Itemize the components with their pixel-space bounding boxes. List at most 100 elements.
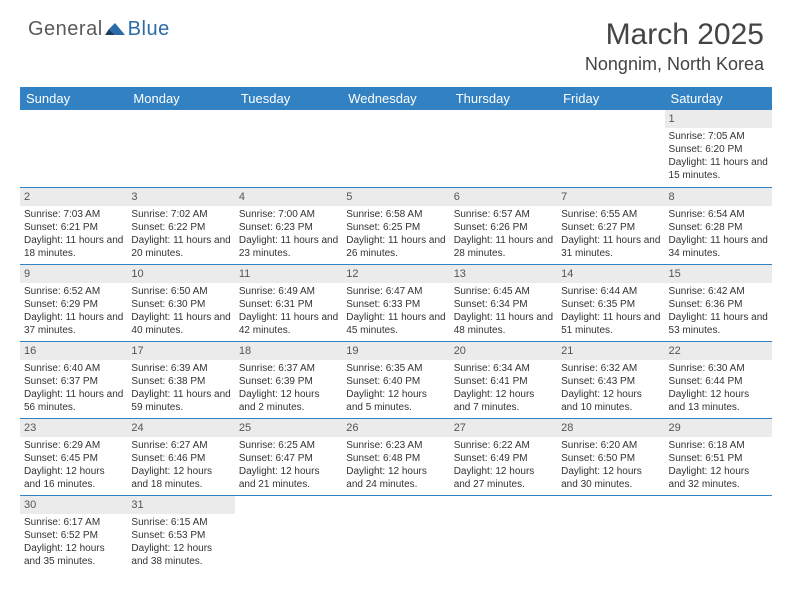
calendar-cell: 24Sunrise: 6:27 AMSunset: 6:46 PMDayligh… (127, 418, 234, 495)
calendar-table: Sunday Monday Tuesday Wednesday Thursday… (20, 87, 772, 572)
sunrise-text: Sunrise: 6:34 AM (454, 362, 553, 375)
day-number: 15 (665, 265, 772, 283)
calendar-cell: 7Sunrise: 6:55 AMSunset: 6:27 PMDaylight… (557, 187, 664, 264)
sunrise-text: Sunrise: 6:15 AM (131, 516, 230, 529)
sunrise-text: Sunrise: 6:54 AM (669, 208, 768, 221)
sunrise-text: Sunrise: 6:55 AM (561, 208, 660, 221)
day-details: Sunrise: 6:17 AMSunset: 6:52 PMDaylight:… (20, 514, 127, 570)
day-details: Sunrise: 6:20 AMSunset: 6:50 PMDaylight:… (557, 437, 664, 493)
sunrise-text: Sunrise: 7:05 AM (669, 130, 768, 143)
sunrise-text: Sunrise: 6:17 AM (24, 516, 123, 529)
logo-text-gray: General (28, 18, 103, 41)
day-number: 3 (127, 188, 234, 206)
sunset-text: Sunset: 6:27 PM (561, 221, 660, 234)
logo-text-blue: Blue (128, 18, 170, 41)
day-details: Sunrise: 6:25 AMSunset: 6:47 PMDaylight:… (235, 437, 342, 493)
calendar-cell: 17Sunrise: 6:39 AMSunset: 6:38 PMDayligh… (127, 341, 234, 418)
day-number: 31 (127, 496, 234, 514)
calendar-cell (127, 110, 234, 187)
sunrise-text: Sunrise: 6:27 AM (131, 439, 230, 452)
day-details: Sunrise: 6:29 AMSunset: 6:45 PMDaylight:… (20, 437, 127, 493)
day-number: 9 (20, 265, 127, 283)
daylight-text: Daylight: 11 hours and 56 minutes. (24, 388, 123, 414)
day-details: Sunrise: 7:02 AMSunset: 6:22 PMDaylight:… (127, 206, 234, 262)
calendar-cell (450, 110, 557, 187)
daylight-text: Daylight: 11 hours and 48 minutes. (454, 311, 553, 337)
daylight-text: Daylight: 11 hours and 53 minutes. (669, 311, 768, 337)
title-block: March 2025 Nongnim, North Korea (585, 18, 764, 75)
sunset-text: Sunset: 6:44 PM (669, 375, 768, 388)
calendar-cell: 6Sunrise: 6:57 AMSunset: 6:26 PMDaylight… (450, 187, 557, 264)
calendar-cell: 23Sunrise: 6:29 AMSunset: 6:45 PMDayligh… (20, 418, 127, 495)
day-details: Sunrise: 6:18 AMSunset: 6:51 PMDaylight:… (665, 437, 772, 493)
day-number: 16 (20, 342, 127, 360)
sunrise-text: Sunrise: 7:03 AM (24, 208, 123, 221)
weekday-header: Thursday (450, 87, 557, 110)
daylight-text: Daylight: 12 hours and 10 minutes. (561, 388, 660, 414)
day-number: 12 (342, 265, 449, 283)
sunset-text: Sunset: 6:34 PM (454, 298, 553, 311)
sunrise-text: Sunrise: 6:23 AM (346, 439, 445, 452)
sunset-text: Sunset: 6:29 PM (24, 298, 123, 311)
weekday-header: Sunday (20, 87, 127, 110)
sunrise-text: Sunrise: 6:45 AM (454, 285, 553, 298)
sunset-text: Sunset: 6:49 PM (454, 452, 553, 465)
sunset-text: Sunset: 6:51 PM (669, 452, 768, 465)
calendar-week-row: 2Sunrise: 7:03 AMSunset: 6:21 PMDaylight… (20, 187, 772, 264)
day-number: 22 (665, 342, 772, 360)
calendar-cell: 11Sunrise: 6:49 AMSunset: 6:31 PMDayligh… (235, 264, 342, 341)
calendar-week-row: 23Sunrise: 6:29 AMSunset: 6:45 PMDayligh… (20, 418, 772, 495)
calendar-week-row: 16Sunrise: 6:40 AMSunset: 6:37 PMDayligh… (20, 341, 772, 418)
sunrise-text: Sunrise: 6:44 AM (561, 285, 660, 298)
day-number: 28 (557, 419, 664, 437)
calendar-cell: 31Sunrise: 6:15 AMSunset: 6:53 PMDayligh… (127, 495, 234, 572)
day-number: 5 (342, 188, 449, 206)
sunset-text: Sunset: 6:45 PM (24, 452, 123, 465)
day-number: 24 (127, 419, 234, 437)
calendar-week-row: 1Sunrise: 7:05 AMSunset: 6:20 PMDaylight… (20, 110, 772, 187)
day-number: 25 (235, 419, 342, 437)
weekday-header: Tuesday (235, 87, 342, 110)
sunset-text: Sunset: 6:53 PM (131, 529, 230, 542)
daylight-text: Daylight: 11 hours and 31 minutes. (561, 234, 660, 260)
sunrise-text: Sunrise: 6:58 AM (346, 208, 445, 221)
day-number: 2 (20, 188, 127, 206)
calendar-cell: 13Sunrise: 6:45 AMSunset: 6:34 PMDayligh… (450, 264, 557, 341)
daylight-text: Daylight: 11 hours and 42 minutes. (239, 311, 338, 337)
calendar-cell (342, 495, 449, 572)
day-details: Sunrise: 6:57 AMSunset: 6:26 PMDaylight:… (450, 206, 557, 262)
sunset-text: Sunset: 6:37 PM (24, 375, 123, 388)
day-details: Sunrise: 7:03 AMSunset: 6:21 PMDaylight:… (20, 206, 127, 262)
sunset-text: Sunset: 6:22 PM (131, 221, 230, 234)
calendar-cell: 9Sunrise: 6:52 AMSunset: 6:29 PMDaylight… (20, 264, 127, 341)
calendar-cell (450, 495, 557, 572)
calendar-cell (557, 110, 664, 187)
daylight-text: Daylight: 12 hours and 35 minutes. (24, 542, 123, 568)
sunrise-text: Sunrise: 6:47 AM (346, 285, 445, 298)
sunrise-text: Sunrise: 6:37 AM (239, 362, 338, 375)
sunset-text: Sunset: 6:30 PM (131, 298, 230, 311)
day-details: Sunrise: 6:35 AMSunset: 6:40 PMDaylight:… (342, 360, 449, 416)
sunrise-text: Sunrise: 6:29 AM (24, 439, 123, 452)
day-details: Sunrise: 6:40 AMSunset: 6:37 PMDaylight:… (20, 360, 127, 416)
calendar-cell: 26Sunrise: 6:23 AMSunset: 6:48 PMDayligh… (342, 418, 449, 495)
day-details: Sunrise: 7:05 AMSunset: 6:20 PMDaylight:… (665, 128, 772, 184)
sunset-text: Sunset: 6:26 PM (454, 221, 553, 234)
daylight-text: Daylight: 11 hours and 23 minutes. (239, 234, 338, 260)
sunset-text: Sunset: 6:43 PM (561, 375, 660, 388)
daylight-text: Daylight: 12 hours and 7 minutes. (454, 388, 553, 414)
day-number: 10 (127, 265, 234, 283)
weekday-header: Wednesday (342, 87, 449, 110)
calendar-cell: 18Sunrise: 6:37 AMSunset: 6:39 PMDayligh… (235, 341, 342, 418)
calendar-cell (557, 495, 664, 572)
day-number: 23 (20, 419, 127, 437)
weekday-header-row: Sunday Monday Tuesday Wednesday Thursday… (20, 87, 772, 110)
calendar-cell: 10Sunrise: 6:50 AMSunset: 6:30 PMDayligh… (127, 264, 234, 341)
daylight-text: Daylight: 11 hours and 59 minutes. (131, 388, 230, 414)
calendar-week-row: 30Sunrise: 6:17 AMSunset: 6:52 PMDayligh… (20, 495, 772, 572)
day-details: Sunrise: 6:55 AMSunset: 6:27 PMDaylight:… (557, 206, 664, 262)
day-details: Sunrise: 6:37 AMSunset: 6:39 PMDaylight:… (235, 360, 342, 416)
sunrise-text: Sunrise: 6:49 AM (239, 285, 338, 298)
day-details: Sunrise: 7:00 AMSunset: 6:23 PMDaylight:… (235, 206, 342, 262)
calendar-cell: 20Sunrise: 6:34 AMSunset: 6:41 PMDayligh… (450, 341, 557, 418)
